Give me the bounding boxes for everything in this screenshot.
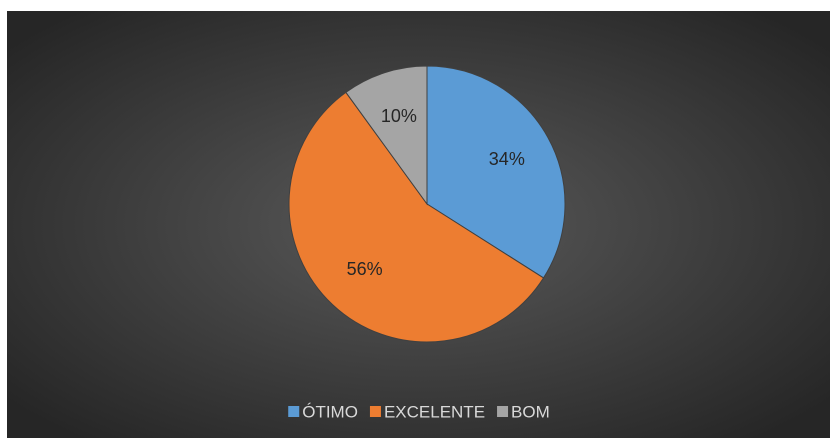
legend-label: BOM: [511, 402, 550, 421]
pie-slice: [288, 91, 545, 343]
data-label: 56%: [347, 259, 383, 279]
legend-label: ÓTIMO: [302, 402, 358, 421]
legend-swatch: [288, 406, 300, 417]
legend: ÓTIMO EXCELENTE BOM: [288, 402, 550, 421]
legend-label: EXCELENTE: [384, 402, 485, 421]
legend-swatch: [497, 406, 509, 417]
data-label: 10%: [381, 106, 417, 126]
pie-slice: [426, 65, 566, 279]
pie-slice: [345, 65, 428, 206]
data-label: 34%: [489, 149, 525, 169]
legend-swatch: [369, 406, 381, 417]
